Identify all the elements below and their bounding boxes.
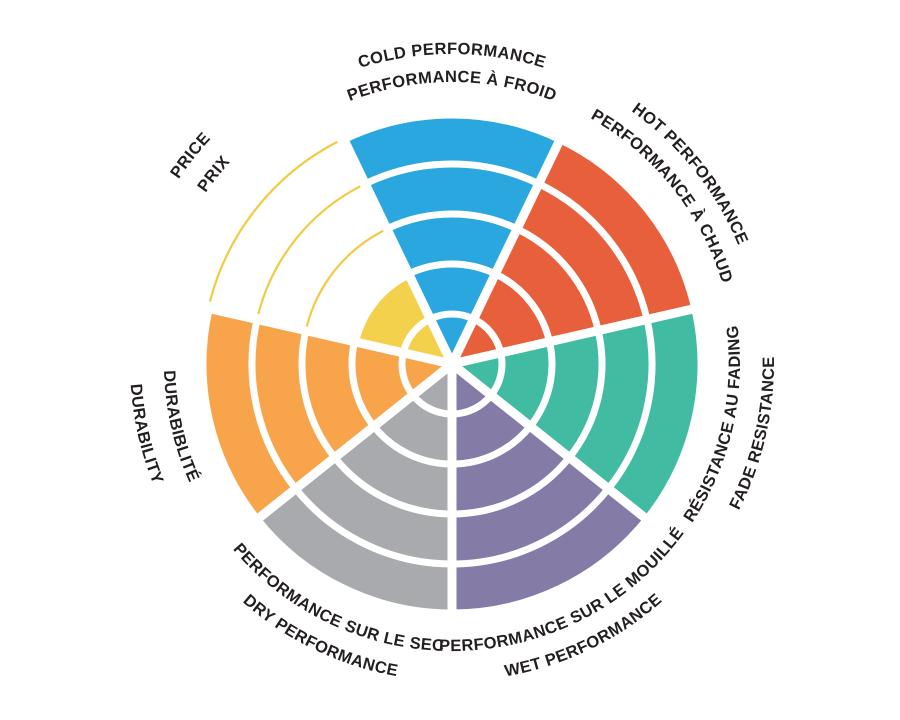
ring-divider-hot-performance-4 <box>537 180 651 321</box>
ring-divider-dry-performance-3 <box>331 455 453 518</box>
sector-durability <box>197 302 463 527</box>
ring-divider-hot-performance-2 <box>493 270 553 343</box>
sector-price <box>349 267 461 371</box>
ring-divider-wet-performance-2 <box>451 424 533 468</box>
sector-fade-resistance <box>441 302 707 527</box>
ring-divider-dry-performance-2 <box>371 424 453 468</box>
wheel-score-outline-arcs <box>208 140 384 327</box>
ring-divider-wet-performance-3 <box>451 455 573 518</box>
ring-divider-cold-performance-2 <box>407 260 497 278</box>
sector-cold-performance <box>337 109 567 375</box>
cold-performance-french-label-text: PERFORMANCE À FROID <box>345 68 559 105</box>
ring-divider-dry-performance-1 <box>410 392 453 418</box>
price-french-label-text: PRIX <box>194 152 233 195</box>
ring-divider-wet-performance-1 <box>451 392 494 418</box>
ring-divider-cold-performance-1 <box>428 310 476 323</box>
ring-divider-fade-resistance-4 <box>605 318 656 491</box>
cold-performance-english-label-text: COLD PERFORMANCE <box>356 40 548 72</box>
ring-divider-cold-performance-3 <box>385 210 519 233</box>
ring-divider-wet-performance-4 <box>451 486 612 568</box>
ring-divider-fade-resistance-2 <box>527 340 556 429</box>
ring-divider-hot-performance-1 <box>472 315 505 354</box>
score-outline-arc-price-3 <box>305 229 384 327</box>
price-french-label: PRIX <box>194 152 233 195</box>
ring-divider-durability-2 <box>348 340 377 429</box>
ring-divider-fade-resistance-1 <box>488 352 506 398</box>
sector-hot-performance <box>443 132 702 371</box>
score-outline-arc-price-5 <box>208 140 338 302</box>
ring-divider-durability-1 <box>398 352 416 398</box>
cold-performance-english-label: COLD PERFORMANCE <box>356 40 548 72</box>
ring-divider-price-1 <box>399 315 432 354</box>
durability-english-label: DURABILITY <box>127 383 167 486</box>
wheel-ring-dividers <box>248 160 656 568</box>
ring-divider-hot-performance-3 <box>515 225 602 332</box>
wheel-sectors <box>197 109 707 619</box>
durability-french-label: DURABIBLITÉ <box>160 370 203 485</box>
durability-french-label-text: DURABIBLITÉ <box>160 370 203 485</box>
ring-divider-cold-performance-4 <box>363 160 541 187</box>
score-outline-arc-price-4 <box>257 185 361 315</box>
ring-divider-dry-performance-4 <box>292 486 453 568</box>
ring-divider-durability-4 <box>248 318 299 491</box>
ring-divider-durability-3 <box>298 329 338 460</box>
ring-divider-fade-resistance-3 <box>566 329 606 460</box>
cold-performance-french-label: PERFORMANCE À FROID <box>345 68 559 105</box>
sector-wet-performance <box>447 354 654 619</box>
sector-dry-performance <box>250 354 457 619</box>
durability-english-label-text: DURABILITY <box>127 383 167 486</box>
